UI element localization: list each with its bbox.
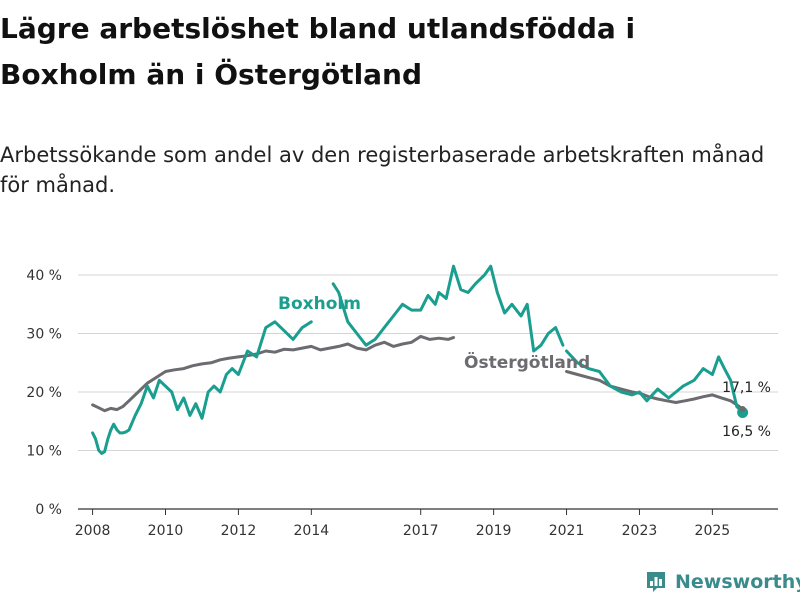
y-tick-label: 0 % [35, 502, 62, 518]
x-tick-label: 2021 [549, 523, 585, 539]
bar-chart-icon [647, 572, 665, 592]
x-tick-label: 2023 [622, 523, 658, 539]
series-labels: Boxholm Östergötland 17,1 % 16,5 % [278, 294, 771, 440]
x-tick-label: 2008 [75, 523, 111, 539]
series-line-ostergotland [91, 334, 745, 413]
series-lines [91, 264, 749, 455]
newsworthy-logo: Newsworthy [645, 570, 800, 594]
end-value-ostergotland: 17,1 % [722, 380, 771, 396]
series-line-boxholm [91, 264, 745, 455]
series-label-boxholm: Boxholm [278, 294, 361, 314]
series-label-ostergotland: Östergötland [464, 351, 590, 373]
chart-subtitle: Arbetssökande som andel av den registerb… [0, 143, 765, 197]
gridlines [78, 274, 778, 510]
x-tick-label: 2019 [476, 523, 512, 539]
x-tick-label: 2025 [695, 523, 731, 539]
x-tick-label: 2010 [148, 523, 184, 539]
x-tick-label: 2014 [294, 523, 330, 539]
y-tick-label: 20 % [26, 385, 62, 401]
series-endpoint-ostergotland [739, 405, 746, 412]
end-value-boxholm: 16,5 % [722, 424, 771, 440]
x-tick-label: 2017 [403, 523, 439, 539]
y-tick-label: 30 % [26, 327, 62, 343]
y-tick-label: 10 % [26, 444, 62, 460]
axes: 0 % 10 % 20 % 30 % 40 % 2008 2010 2012 2014 2017 2… [26, 268, 730, 539]
x-tick-label: 2012 [221, 523, 257, 539]
y-tick-label: 40 % [26, 268, 62, 284]
brand-name: Newsworthy [675, 571, 800, 593]
chart-title: Lägre arbetslöshet bland utlandsfödda i … [0, 12, 636, 91]
